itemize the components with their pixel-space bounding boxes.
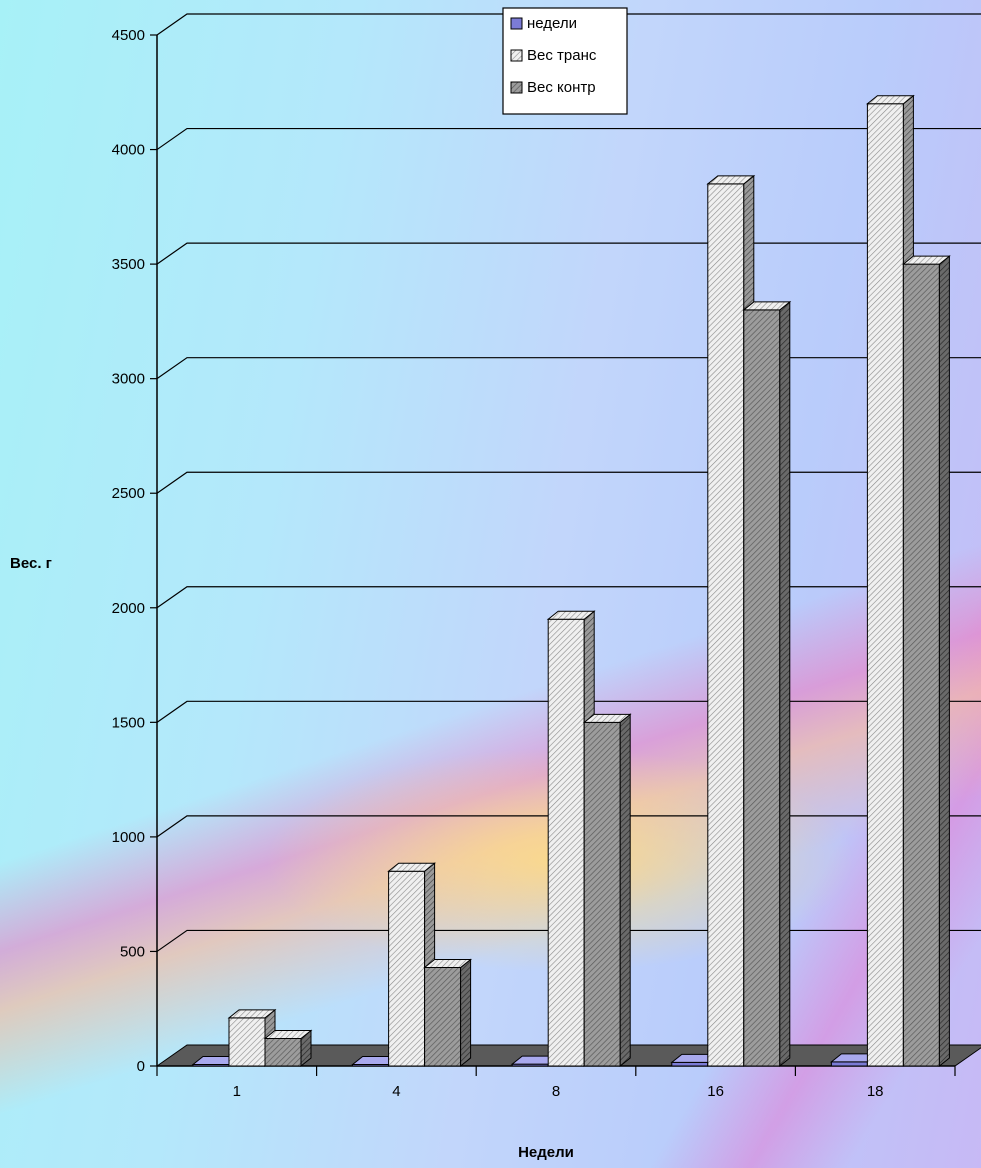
bar-top xyxy=(546,610,596,620)
bar-вес-транс-4 xyxy=(387,862,437,1068)
y-tick-label: 500 xyxy=(120,943,145,960)
bar-top xyxy=(227,1009,277,1019)
x-axis-ticks: 1 4 8 16 18 xyxy=(156,1066,956,1100)
bar-top xyxy=(263,1030,313,1040)
x-axis-title: Недели xyxy=(518,1144,574,1161)
gridline-2000 xyxy=(156,586,981,609)
gridline-4000 xyxy=(156,127,981,151)
gridlines xyxy=(156,13,981,952)
bar-top xyxy=(387,862,437,872)
legend-swatch xyxy=(510,81,523,94)
y-tick-label: 3500 xyxy=(112,256,145,273)
legend-label: Вес транс xyxy=(527,47,597,64)
gridline-3000 xyxy=(156,357,981,380)
bar-top xyxy=(582,713,632,723)
y-tick-label: 1000 xyxy=(112,829,145,846)
bar-front xyxy=(388,870,426,1067)
bars xyxy=(191,94,951,1068)
bar-front xyxy=(583,721,621,1067)
bar-front xyxy=(547,618,585,1067)
legend-box xyxy=(502,7,628,115)
gridline-4500 xyxy=(156,13,981,36)
gridline-2500 xyxy=(156,471,981,494)
bar-top xyxy=(742,301,792,311)
legend-swatch xyxy=(510,49,523,62)
bar-top xyxy=(901,255,951,265)
bar-front xyxy=(830,1061,868,1067)
bar-вес-контр-16 xyxy=(742,300,792,1068)
bar-front xyxy=(707,183,745,1067)
bar-front xyxy=(866,103,904,1067)
y-tick-label: 0 xyxy=(137,1058,145,1075)
bar-вес-контр-18 xyxy=(901,255,951,1068)
bar-вес-контр-8 xyxy=(582,713,632,1068)
legend-label: Вес контр xyxy=(527,79,596,96)
bar-side xyxy=(619,713,631,1068)
gridline-3500 xyxy=(156,242,981,265)
bar-front xyxy=(902,263,940,1067)
bar-top xyxy=(865,95,915,105)
bar-top xyxy=(423,958,473,968)
bar-side xyxy=(460,958,472,1068)
legend: недели Вес транс Вес контр xyxy=(502,7,628,115)
y-axis-title: Вес. г xyxy=(10,555,52,572)
bar-front xyxy=(424,966,462,1067)
bar-front xyxy=(671,1061,709,1067)
y-axis-ticks: 0 500 1000 1500 2000 2500 3000 3500 4000 4500 xyxy=(112,27,157,1075)
bar-front xyxy=(264,1038,302,1067)
y-tick-label: 1500 xyxy=(112,714,145,731)
bar-front xyxy=(743,309,781,1067)
x-tick-label: 16 xyxy=(707,1083,724,1100)
x-tick-label: 1 xyxy=(233,1083,241,1100)
bar-front xyxy=(228,1017,266,1067)
legend-swatch xyxy=(510,17,523,30)
bar-вес-контр-1 xyxy=(263,1029,313,1068)
y-tick-label: 3000 xyxy=(112,371,145,388)
x-tick-label: 8 xyxy=(552,1083,560,1100)
bar-side xyxy=(938,255,950,1068)
bar-side xyxy=(779,300,791,1068)
x-tick-label: 4 xyxy=(392,1083,400,1100)
bar-вес-контр-4 xyxy=(423,958,473,1068)
bar-top xyxy=(706,175,756,185)
y-tick-label: 4000 xyxy=(112,142,145,159)
y-tick-label: 2500 xyxy=(112,485,145,502)
x-tick-label: 18 xyxy=(867,1083,884,1100)
legend-label: недели xyxy=(527,15,577,32)
y-tick-label: 4500 xyxy=(112,27,145,44)
y-tick-label: 2000 xyxy=(112,600,145,617)
